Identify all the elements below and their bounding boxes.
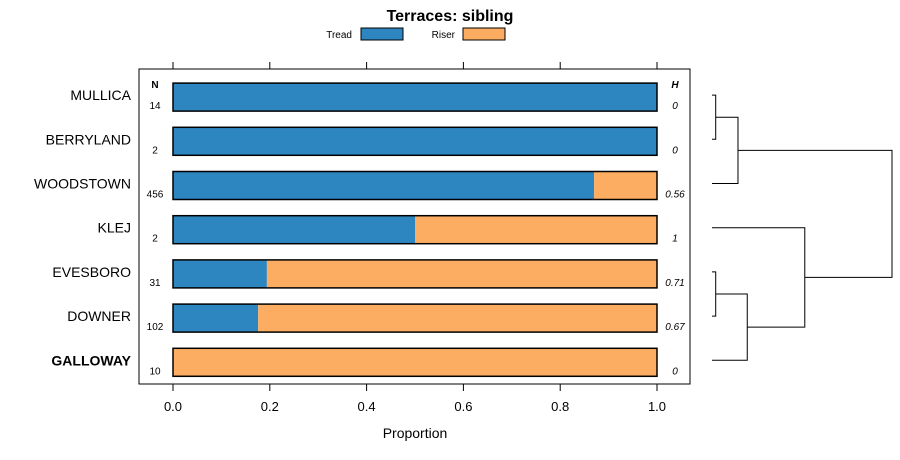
n-value-evesboro: 31 [149, 278, 161, 289]
category-label-berryland: BERRYLAND [46, 131, 131, 147]
x-tick-label: 0.6 [454, 399, 472, 414]
legend-swatch-tread [360, 27, 404, 41]
bar-outline-berryland [172, 126, 658, 157]
h-value-galloway: 0 [672, 366, 678, 377]
bar-rows: MULLICA 14 0 BERRYLAND 2 0 WOODSTOWN 456 0.56 KLE… [34, 82, 685, 378]
bar-tread-woodstown [173, 171, 595, 200]
bar-riser-evesboro [266, 259, 657, 288]
bar-outline-galloway [172, 347, 658, 378]
bar-outline-klej [172, 214, 658, 245]
x-tick-label: 0.8 [551, 399, 569, 414]
plot-frame [138, 68, 691, 385]
dendrogram-link-6 [737, 149, 893, 278]
n-value-woodstown: 456 [147, 190, 164, 201]
category-label-klej: KLEJ [98, 220, 131, 236]
x-tick-label: 0.4 [358, 399, 376, 414]
legend-label-tread: Tread [326, 30, 352, 41]
category-label-evesboro: EVESBORO [52, 264, 131, 280]
bar-outline-woodstown [172, 170, 658, 201]
bar-outline-downer [172, 303, 658, 333]
bar-tread-downer [173, 304, 259, 333]
category-label-woodstown: WOODSTOWN [34, 176, 131, 192]
x-tick-label: 0.2 [261, 399, 279, 414]
chart-title: Terraces: sibling [387, 8, 514, 25]
h-value-woodstown: 0.56 [665, 190, 685, 201]
bar-riser-downer [258, 304, 657, 333]
dendrogram-link-1 [712, 94, 717, 140]
bar-tread-mullica [173, 83, 657, 112]
category-label-mullica: MULLICA [70, 87, 131, 103]
bar-outline-mullica [172, 82, 658, 112]
n-value-galloway: 10 [149, 366, 161, 377]
bar-riser-woodstown [594, 171, 657, 200]
n-value-berryland: 2 [152, 145, 158, 156]
h-column-header: H [671, 80, 679, 91]
n-value-downer: 102 [147, 322, 164, 333]
category-label-downer: DOWNER [67, 308, 131, 324]
legend: Tread Riser [326, 27, 506, 41]
bar-riser-klej [415, 215, 657, 244]
h-value-evesboro: 0.71 [665, 278, 684, 289]
h-value-mullica: 0 [672, 101, 678, 112]
n-column-header: N [151, 80, 158, 91]
dendrogram-link-3 [712, 271, 717, 317]
bar-outline-evesboro [172, 259, 658, 289]
x-axis-label: Proportion [383, 425, 448, 441]
h-value-klej: 1 [672, 234, 678, 245]
n-value-mullica: 14 [149, 101, 161, 112]
dendrogram-link-5 [712, 227, 806, 328]
x-axis: 0.0 0.2 0.4 0.6 0.8 1.0 [164, 62, 666, 414]
legend-label-riser: Riser [432, 30, 456, 41]
x-tick-label: 0.0 [164, 399, 182, 414]
bar-tread-berryland [173, 127, 657, 156]
h-value-downer: 0.67 [665, 322, 685, 333]
x-tick-label: 1.0 [648, 399, 666, 414]
dendrogram [712, 94, 893, 361]
n-value-klej: 2 [152, 234, 158, 245]
bar-tread-evesboro [173, 259, 267, 288]
bar-tread-klej [173, 215, 415, 244]
legend-swatch-riser [462, 27, 506, 41]
bar-riser-galloway [173, 348, 657, 377]
h-value-berryland: 0 [672, 145, 678, 156]
category-label-galloway: GALLOWAY [51, 352, 131, 368]
dendrogram-link-4 [712, 293, 748, 361]
